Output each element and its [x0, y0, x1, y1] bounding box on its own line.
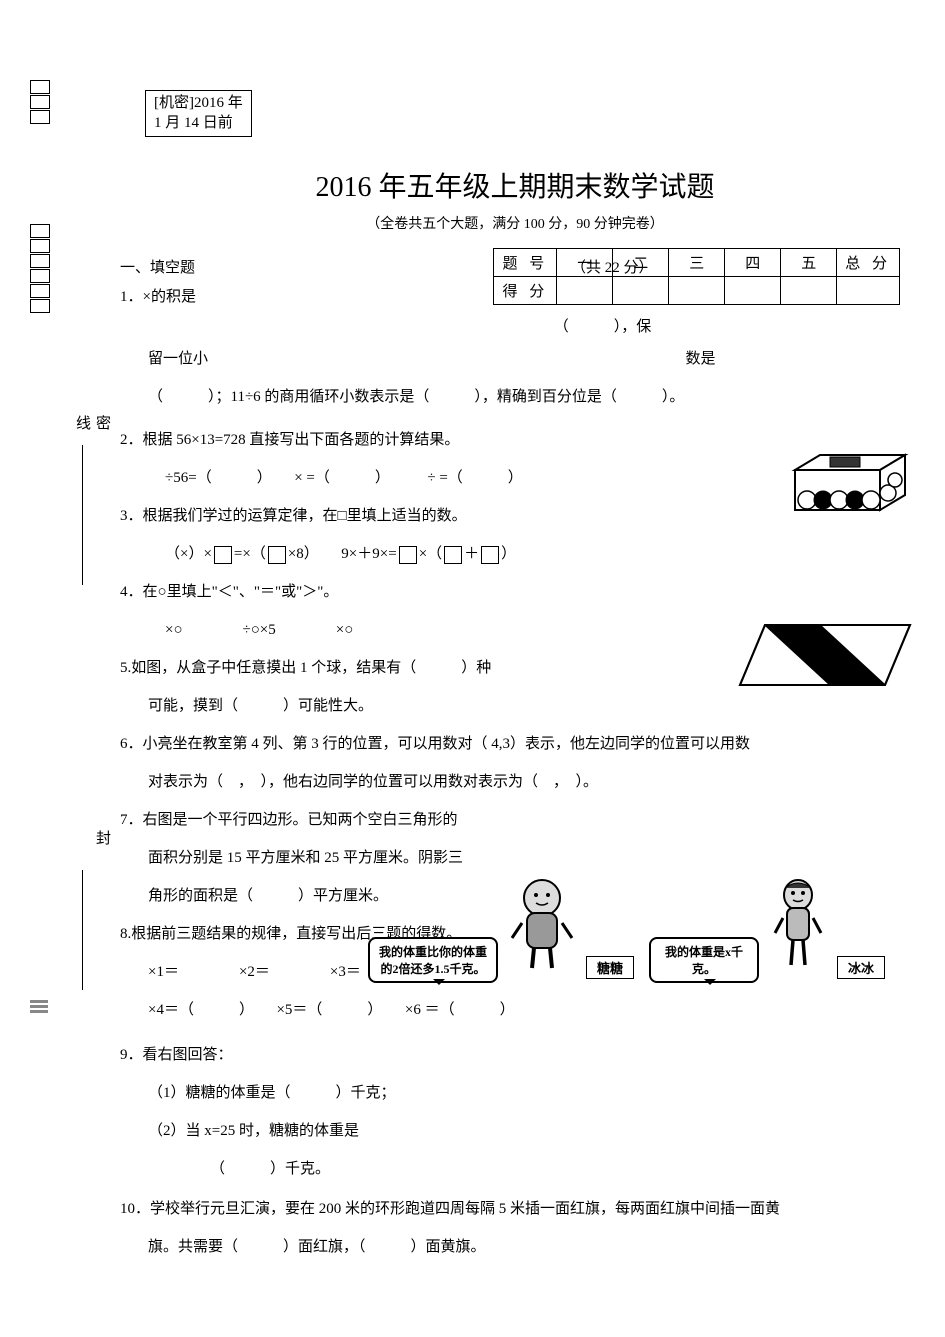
q-number: 7． — [120, 812, 143, 828]
score-cell — [781, 277, 837, 305]
q-text: 在○里填上"＜"、"＝"或"＞"。 — [143, 584, 339, 600]
q-text: （ ）；11÷6 的商用循环小数表示是（ ），精确到百分位是（ ）。 — [120, 382, 910, 412]
q-text: 对表示为（ ， ），他右边同学的位置可以用数对表示为（ ， ）。 — [120, 767, 910, 797]
child-name: 冰冰 — [837, 956, 885, 979]
binding-margin — [30, 80, 80, 1280]
balls-box-illustration — [785, 445, 915, 530]
q-text: 右图是一个平行四边形。已知两个空白三角形的 — [143, 812, 458, 828]
q-number: 2． — [120, 432, 143, 448]
score-header: 题 号 — [494, 249, 557, 277]
score-header: 总 分 — [837, 249, 900, 277]
score-table: 题 号 一 二 三 四 五 总 分 得 分 — [493, 248, 900, 305]
q-text: ×8） 9×＋9×= — [288, 546, 397, 562]
q-number: 6． — [120, 736, 143, 752]
q-text: =×（ — [234, 546, 266, 562]
speech-text: 我的体重是x千克。 — [665, 945, 743, 976]
exam-subtitle: （全卷共五个大题，满分 100 分，90 分钟完卷） — [120, 213, 910, 233]
q-text: （ ），保 — [554, 319, 652, 335]
blank-box — [214, 546, 232, 564]
blank-box — [268, 546, 286, 564]
speech-bubble: 我的体重是x千克。 — [649, 937, 759, 983]
speech-bubble: 我的体重比你的体重的2倍还多1.5千克。 — [368, 937, 498, 983]
score-cell — [557, 277, 613, 305]
margin-box — [30, 224, 50, 238]
margin-line — [82, 445, 83, 585]
q-text: ×4＝（ ） ×5＝（ ） ×6 ＝（ ） — [120, 995, 910, 1025]
q-number: 10． — [120, 1201, 150, 1217]
q-text: 留一位小 — [148, 351, 208, 367]
margin-label-mi: 密 — [92, 415, 113, 442]
q-text: 学校举行元旦汇演，要在 200 米的环形跑道四周每隔 5 米插一面红旗，每两面红… — [150, 1201, 780, 1217]
q-text: （ ）千克。 — [120, 1154, 910, 1184]
margin-box — [30, 239, 50, 253]
q-text: 根据我们学过的运算定律，在□里填上适当的数。 — [143, 508, 467, 524]
margin-box — [30, 110, 50, 124]
score-cell — [613, 277, 669, 305]
exam-title: 2016 年五年级上期期末数学试题 — [120, 165, 910, 205]
confidential-stamp: [机密]2016 年 1 月 14 日前 — [145, 90, 252, 137]
exam-content: 2016 年五年级上期期末数学试题 （全卷共五个大题，满分 100 分，90 分… — [120, 165, 910, 1270]
q-number: 3． — [120, 508, 143, 524]
q-text: ×（ — [419, 546, 442, 562]
margin-box — [30, 254, 50, 268]
margin-box — [30, 284, 50, 298]
children-illustration: 我的体重比你的体重的2倍还多1.5千克。 糖糖 我的体重是x千克。 — [368, 865, 885, 983]
child-name: 糖糖 — [586, 956, 634, 979]
section-points: （共 22 分） — [571, 256, 654, 277]
section-heading: 一、填空题 — [120, 260, 195, 276]
confidential-line: 1 月 14 日前 — [154, 114, 243, 134]
blank-box — [399, 546, 417, 564]
q-text: ＋ — [464, 546, 479, 562]
q-text: 看右图回答： — [143, 1047, 233, 1063]
margin-box — [30, 95, 50, 109]
score-header: 三 — [669, 249, 725, 277]
margin-box — [30, 269, 50, 283]
blank-box — [444, 546, 462, 564]
score-cell — [669, 277, 725, 305]
margin-box — [30, 299, 50, 313]
margin-line — [82, 870, 83, 990]
q-number: 4． — [120, 584, 143, 600]
confidential-line: [机密]2016 年 — [154, 94, 243, 114]
q-text: ） — [501, 546, 516, 562]
q-number: 9． — [120, 1047, 143, 1063]
q-number: 8. — [120, 926, 131, 942]
score-row-label: 得 分 — [494, 277, 557, 305]
q-number: 1． — [120, 289, 143, 305]
score-header: 四 — [725, 249, 781, 277]
q-text: （×）× — [165, 546, 212, 562]
q-number: 5. — [120, 660, 131, 676]
q-text: 旗。共需要（ ）面红旗，（ ）面黄旗。 — [120, 1232, 910, 1262]
q-text: 根据 56×13=728 直接写出下面各题的计算结果。 — [143, 432, 460, 448]
speech-text: 我的体重比你的体重的2倍还多1.5千克。 — [379, 945, 487, 976]
q-text: 如图，从盒子中任意摸出 1 个球，结果有（ ）种 — [131, 660, 491, 676]
q-text: （1）糖糖的体重是（ ）千克； — [120, 1078, 910, 1108]
score-cell — [725, 277, 781, 305]
score-header: 五 — [781, 249, 837, 277]
q-text: （2）当 x=25 时，糖糖的体重是 — [120, 1116, 910, 1146]
margin-label-xian: 线 — [72, 415, 93, 442]
margin-box — [30, 80, 50, 94]
q-text: ×的积是 — [143, 289, 196, 305]
score-cell — [837, 277, 900, 305]
margin-label-feng: 封 — [92, 830, 113, 857]
blank-box — [481, 546, 499, 564]
q-text: 数是 — [686, 351, 716, 367]
q-text: 小亮坐在教室第 4 列、第 3 行的位置，可以用数对（ 4,3）表示，他左边同学… — [143, 736, 751, 752]
parallelogram-illustration — [735, 615, 915, 700]
margin-marks — [30, 1000, 48, 1013]
